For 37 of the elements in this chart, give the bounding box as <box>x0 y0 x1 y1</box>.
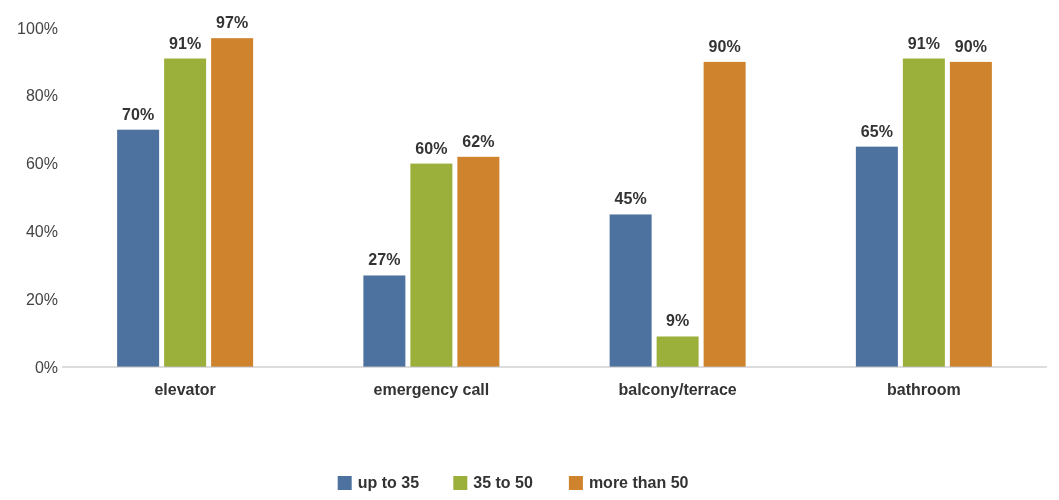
legend-label: more than 50 <box>588 474 689 491</box>
y-tick-label: 40% <box>25 223 58 240</box>
data-label: 45% <box>614 190 647 208</box>
y-tick-label: 100% <box>17 19 58 37</box>
data-label: 62% <box>462 132 495 150</box>
data-label: 65% <box>860 122 893 140</box>
legend-label: up to 35 <box>357 474 420 491</box>
data-label: 60% <box>415 139 448 157</box>
bar <box>410 163 453 367</box>
bar <box>902 58 945 367</box>
bar <box>211 38 254 367</box>
x-tick-label: balcony/terrace <box>618 381 737 398</box>
bar <box>656 336 699 367</box>
bar <box>703 61 746 367</box>
x-tick-label: elevator <box>154 381 216 398</box>
data-label: 27% <box>368 251 401 269</box>
data-label: 90% <box>954 37 987 55</box>
data-label: 70% <box>122 105 155 123</box>
y-tick-label: 0% <box>34 358 58 376</box>
x-tick-label: emergency call <box>373 381 490 398</box>
data-label: 97% <box>216 14 249 32</box>
bar <box>855 146 898 367</box>
data-label: 9% <box>666 312 690 330</box>
bar <box>609 214 652 367</box>
bar <box>363 275 406 367</box>
y-tick-label: 60% <box>25 155 58 173</box>
x-tick-label: bathroom <box>886 381 961 398</box>
bar <box>949 61 992 367</box>
bar <box>457 156 500 367</box>
bar <box>164 58 207 367</box>
data-label: 90% <box>708 37 741 55</box>
y-tick-label: 80% <box>25 87 58 105</box>
y-tick-label: 20% <box>25 290 58 308</box>
bar <box>117 129 160 367</box>
data-label: 91% <box>169 34 202 52</box>
data-label: 91% <box>907 34 940 52</box>
legend-label: 35 to 50 <box>473 474 533 491</box>
